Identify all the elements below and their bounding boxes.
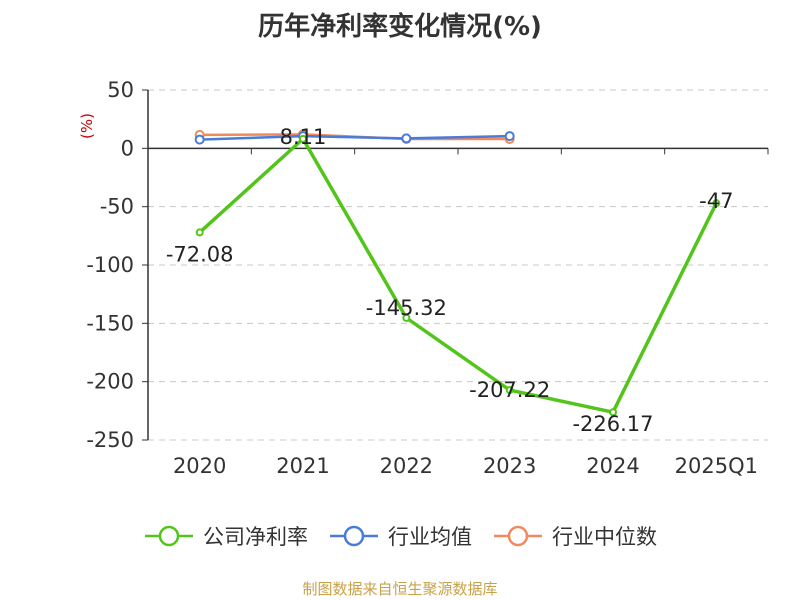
legend-label: 公司净利率 [203, 525, 308, 549]
y-tick-label: -50 [100, 195, 134, 219]
legend-item: 公司净利率 [143, 521, 308, 551]
data-point [194, 134, 205, 145]
y-tick-label: -200 [86, 370, 134, 394]
axes: 50 0 -50 -100 -150 -200 -250 2020 2021 2022 2023 20… [86, 78, 769, 478]
data-point [195, 228, 204, 237]
legend: 公司净利率 行业均值 行业中位数 [0, 518, 800, 554]
data-point [505, 386, 514, 395]
y-tick-label: -150 [86, 311, 134, 335]
x-tick-label: 2025Q1 [675, 454, 758, 478]
chart-title: 历年净利率变化情况(%) [258, 12, 542, 42]
legend-item: 行业均值 [328, 521, 472, 551]
legend-circle [158, 525, 180, 547]
data-point [609, 408, 617, 417]
x-tick-label: 2021 [276, 454, 329, 478]
y-tick-label: -100 [86, 253, 134, 277]
legend-label: 行业中位数 [552, 525, 657, 549]
x-tick-label: 2023 [483, 454, 536, 478]
x-tick-label: 2022 [380, 454, 433, 478]
x-tick-label: 2020 [173, 454, 226, 478]
legend-marker [145, 525, 193, 547]
data-label: -47 [699, 189, 733, 213]
y-tick-label: 0 [121, 136, 134, 160]
y-tick-label: 50 [107, 78, 134, 102]
data-label: -72.08 [166, 242, 234, 266]
legend-marker [494, 525, 542, 547]
data-point [299, 134, 307, 143]
data-label: -207.22 [469, 378, 550, 402]
data-point [402, 313, 411, 322]
data-point [504, 131, 515, 142]
data-point [712, 199, 721, 208]
series-line [199, 134, 510, 141]
data-label: -145.32 [366, 296, 447, 320]
y-axis-label: (%) [78, 113, 96, 139]
source-note: 制图数据来自恒生聚源数据库 [302, 580, 498, 598]
data-point [401, 133, 412, 144]
legend-marker [330, 525, 378, 547]
legend-circle [343, 525, 365, 547]
series-line [198, 137, 718, 414]
grid-lines [148, 89, 768, 441]
data-label: 8.11 [280, 125, 327, 149]
y-tick-label: -250 [86, 428, 134, 452]
data-labels: -72.08 8.11 -145.32 -207.22 -226.17 -47 [166, 125, 734, 436]
x-tick-label: 2024 [586, 454, 639, 478]
legend-item: 行业中位数 [492, 521, 657, 551]
data-label: -226.17 [572, 412, 653, 436]
legend-circle [507, 525, 529, 547]
series-lines [194, 129, 721, 417]
legend-label: 行业均值 [388, 525, 472, 549]
